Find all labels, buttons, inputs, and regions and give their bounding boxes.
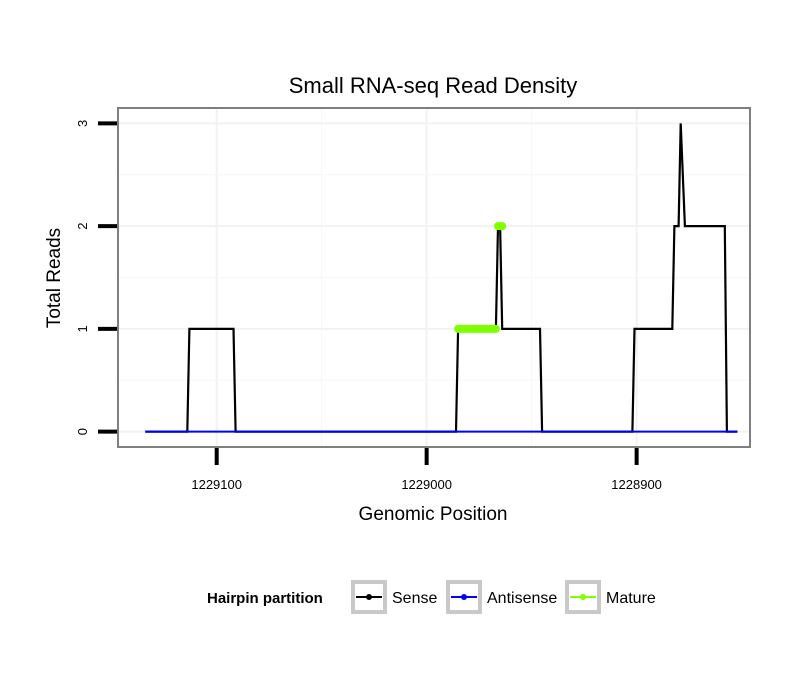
y-axis-ticks: 0 1 2 3 bbox=[75, 120, 117, 435]
legend-label-mature: Mature bbox=[606, 590, 656, 607]
x-tick-label: 1229100 bbox=[191, 477, 242, 492]
y-tick-label: 3 bbox=[75, 120, 90, 127]
legend-key-sense-point bbox=[366, 594, 372, 600]
plot-panel-border bbox=[117, 107, 751, 448]
legend-key-antisense-point bbox=[461, 594, 467, 600]
legend-label-antisense: Antisense bbox=[487, 590, 557, 607]
legend-title: Hairpin partition bbox=[207, 590, 323, 607]
series-layer bbox=[145, 123, 738, 433]
y-tick-label: 0 bbox=[75, 428, 90, 435]
x-axis-ticks: 1229100 1229000 1228900 bbox=[191, 448, 662, 492]
legend-label-sense: Sense bbox=[392, 590, 437, 607]
x-tick-label: 1229000 bbox=[401, 477, 452, 492]
y-axis-title: Total Reads bbox=[44, 228, 65, 328]
x-axis-title: Genomic Position bbox=[359, 504, 508, 525]
series-line-sense bbox=[145, 123, 738, 433]
y-tick-label: 2 bbox=[75, 223, 90, 230]
x-tick-label: 1228900 bbox=[611, 477, 662, 492]
legend-key-mature-point bbox=[580, 594, 586, 600]
legend: Hairpin partition Sense Antisense Mature bbox=[207, 580, 656, 614]
y-tick-label: 1 bbox=[75, 325, 90, 332]
chart-title: Small RNA-seq Read Density bbox=[289, 73, 578, 98]
